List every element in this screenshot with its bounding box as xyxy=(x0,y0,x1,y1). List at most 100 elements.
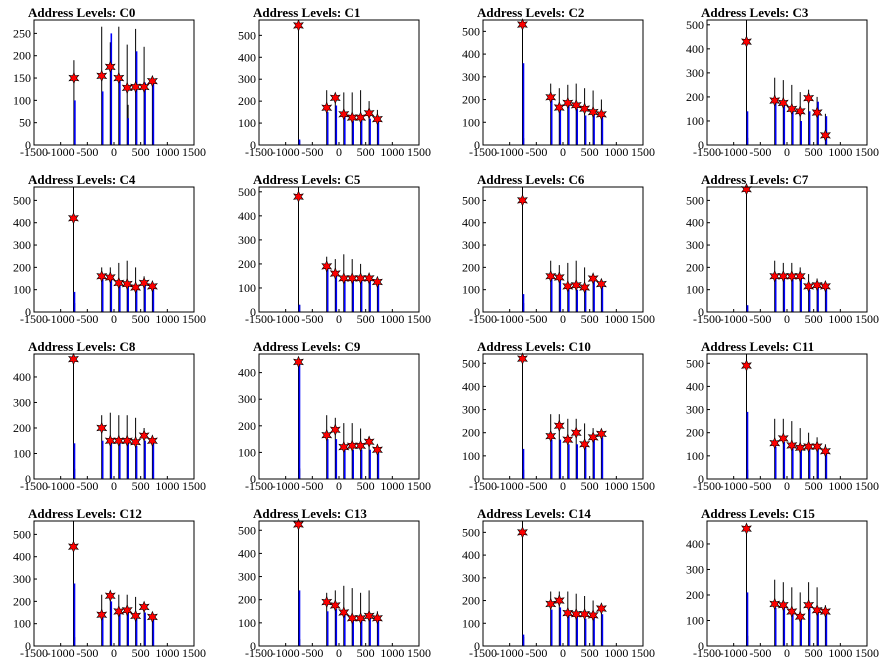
panel-13: Address Levels: C13 0 100 200 300 400 500 -1500… xyxy=(238,506,431,660)
y-tick-label: 100 xyxy=(686,613,704,627)
panel-10: Address Levels: C10 0 100 200 300 400 500 -1500… xyxy=(462,339,655,493)
y-tick-label: 300 xyxy=(13,238,31,252)
x-tick-label: -1500 xyxy=(469,479,497,493)
star-marker xyxy=(130,281,142,294)
x-tick-label: 500 xyxy=(805,312,823,326)
y-tick-label: 0 xyxy=(250,639,256,653)
star-marker xyxy=(570,278,582,292)
star-marker xyxy=(113,276,125,290)
star-marker xyxy=(562,96,574,110)
x-tick-label: 0 xyxy=(560,479,566,493)
x-tick-label: 1000 xyxy=(604,312,628,326)
y-tick-label: 400 xyxy=(13,370,31,384)
x-tick-label: 1500 xyxy=(182,646,206,660)
star-marker xyxy=(811,604,823,617)
x-tick-label: -1000 xyxy=(496,312,524,326)
star-marker xyxy=(587,608,599,622)
star-marker xyxy=(321,259,333,273)
star-marker xyxy=(516,194,528,207)
star-marker xyxy=(516,18,528,31)
y-tick-label: 300 xyxy=(238,570,256,584)
y-tick-label: 400 xyxy=(686,216,704,230)
star-marker xyxy=(371,611,383,625)
star-marker xyxy=(68,71,80,85)
y-tick-label: 200 xyxy=(462,426,480,440)
y-tick-label: 400 xyxy=(462,216,480,230)
star-marker xyxy=(371,112,383,126)
star-marker xyxy=(371,443,383,456)
panel-7: Address Levels: C70100200300400500-1500-… xyxy=(686,172,879,326)
plot-frame xyxy=(33,353,195,480)
x-tick-label: 0 xyxy=(784,479,790,493)
star-marker xyxy=(146,74,158,88)
x-tick-label: -1000 xyxy=(47,312,75,326)
star-marker xyxy=(121,604,133,617)
x-tick-label: -1000 xyxy=(720,312,748,326)
star-marker xyxy=(346,611,358,625)
star-marker xyxy=(777,432,789,445)
star-marker xyxy=(819,279,831,293)
x-tick-label: 1000 xyxy=(828,479,852,493)
x-tick-label: 0 xyxy=(111,312,117,326)
x-tick-label: 1000 xyxy=(155,145,179,159)
plot-frame xyxy=(706,520,868,647)
y-tick-label: 100 xyxy=(238,445,256,459)
y-tick-label: 0 xyxy=(25,472,31,486)
x-tick-label: 1500 xyxy=(407,145,431,159)
x-tick-label: -1500 xyxy=(245,479,273,493)
star-marker xyxy=(104,60,116,74)
star-marker xyxy=(740,359,752,372)
y-tick-label: 150 xyxy=(13,71,31,85)
y-tick-label: 0 xyxy=(25,138,31,152)
y-tick-label: 400 xyxy=(462,548,480,562)
x-tick-label: 1000 xyxy=(155,646,179,660)
x-tick-label: 500 xyxy=(581,646,599,660)
x-tick-label: 1500 xyxy=(855,646,879,660)
star-marker xyxy=(138,276,150,290)
plot-frame xyxy=(33,19,195,146)
y-tick-label: 500 xyxy=(13,527,31,541)
y-tick-label: 200 xyxy=(462,594,480,608)
x-tick-label: 1500 xyxy=(407,646,431,660)
star-marker xyxy=(321,595,333,609)
y-tick-label: 0 xyxy=(250,305,256,319)
star-marker xyxy=(794,104,806,118)
x-tick-label: -1500 xyxy=(20,145,48,159)
y-tick-label: 300 xyxy=(13,572,31,586)
x-tick-label: 0 xyxy=(336,145,342,159)
x-tick-label: 1000 xyxy=(155,312,179,326)
star-marker xyxy=(794,270,806,283)
x-tick-label: -500 xyxy=(76,312,98,326)
x-tick-label: 0 xyxy=(560,646,566,660)
star-marker xyxy=(562,606,574,620)
plot-frame xyxy=(258,353,420,480)
x-tick-label: -1500 xyxy=(20,646,48,660)
x-tick-label: -1000 xyxy=(47,646,75,660)
star-marker xyxy=(786,102,798,116)
y-tick-label: 400 xyxy=(686,379,704,393)
panel-title: Address Levels: C2 xyxy=(477,5,584,20)
star-marker xyxy=(67,352,79,366)
star-marker xyxy=(545,597,557,611)
plot-frame xyxy=(706,19,868,146)
star-marker xyxy=(553,594,565,607)
x-tick-label: -500 xyxy=(301,479,323,493)
star-marker xyxy=(121,434,133,447)
x-tick-label: 0 xyxy=(111,479,117,493)
star-marker xyxy=(138,429,150,442)
x-tick-label: -500 xyxy=(301,646,323,660)
y-tick-label: 200 xyxy=(238,593,256,607)
panel-5: Address Levels: C50100200300400500-1500-… xyxy=(238,172,431,326)
x-tick-label: -1500 xyxy=(693,145,721,159)
star-marker xyxy=(545,429,557,443)
star-marker xyxy=(104,589,116,603)
x-tick-label: -1500 xyxy=(469,646,497,660)
y-tick-label: 100 xyxy=(13,283,31,297)
x-tick-label: 0 xyxy=(336,312,342,326)
y-tick-label: 300 xyxy=(686,403,704,417)
x-tick-label: 500 xyxy=(357,646,375,660)
x-tick-label: -1500 xyxy=(693,312,721,326)
x-tick-label: 1000 xyxy=(380,479,404,493)
star-marker xyxy=(321,101,333,114)
star-marker xyxy=(786,605,798,618)
